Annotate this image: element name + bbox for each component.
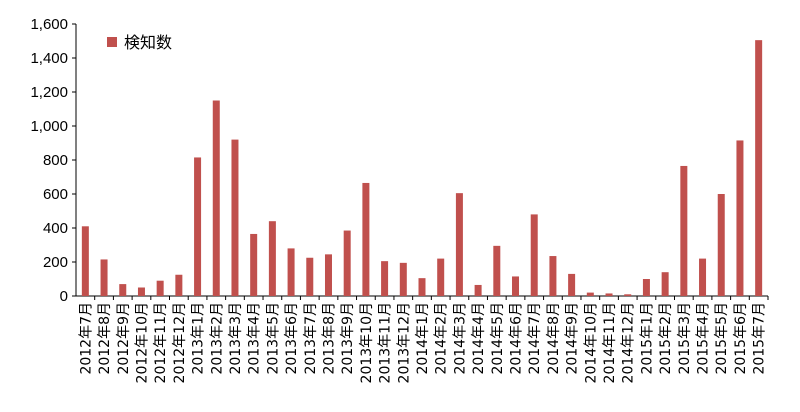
legend-label: 検知数	[124, 33, 172, 52]
bar	[381, 261, 389, 296]
bar	[156, 280, 164, 296]
x-tick-label: 2014年8月	[546, 302, 562, 375]
y-tick-label: 1,200	[30, 84, 68, 101]
y-tick-label: 0	[60, 288, 68, 305]
x-tick-label: 2012年8月	[97, 302, 113, 375]
x-tick-label: 2014年4月	[471, 302, 487, 375]
x-tick-label: 2012年12月	[172, 302, 188, 383]
x-tick-label: 2012年10月	[134, 302, 150, 383]
bar	[680, 165, 688, 296]
bar	[586, 292, 594, 296]
bar	[624, 294, 632, 296]
bar	[493, 245, 501, 296]
x-tick-label: 2013年5月	[265, 302, 281, 375]
bar	[642, 279, 650, 296]
x-tick-label: 2014年12月	[621, 302, 637, 383]
bar	[362, 182, 370, 296]
axes	[75, 24, 768, 297]
x-tick-label: 2013年2月	[209, 302, 225, 375]
bar	[81, 226, 89, 296]
x-tick-label: 2013年8月	[321, 302, 337, 375]
bar	[530, 214, 538, 296]
x-tick-label: 2013年10月	[359, 302, 375, 383]
legend-swatch	[107, 37, 117, 47]
x-tick-label: 2012年7月	[78, 302, 94, 375]
legend: 検知数	[107, 33, 172, 52]
x-tick-label: 2013年1月	[191, 302, 207, 375]
x-axis-labels: 2012年7月 2012年8月 2012年9月 2012年10月 2012年11月 201…	[78, 296, 769, 383]
bar	[306, 257, 314, 296]
bar	[231, 139, 239, 296]
bar	[137, 287, 145, 296]
x-tick-label: 2013年4月	[247, 302, 263, 375]
y-tick-label: 1,600	[30, 16, 68, 33]
bar	[455, 193, 463, 296]
x-tick-label: 2014年1月	[415, 302, 431, 375]
bar	[605, 293, 613, 296]
x-tick-label: 2014年3月	[452, 302, 468, 375]
bar	[100, 259, 108, 296]
x-tick-label: 2013年6月	[284, 302, 300, 375]
x-tick-label: 2014年5月	[490, 302, 506, 375]
bar	[699, 258, 707, 296]
x-tick-label: 2014年10月	[583, 302, 599, 383]
x-tick-label: 2014年6月	[509, 302, 525, 375]
bar	[736, 140, 744, 296]
bar	[250, 233, 258, 296]
x-tick-label: 2015年2月	[658, 302, 674, 375]
bar	[343, 230, 351, 296]
bar	[755, 40, 763, 297]
x-tick-label: 2013年11月	[378, 302, 394, 383]
y-axis-ticks: 0 200 400 600 800 1,000 1,200 1,400 1,600	[30, 16, 76, 305]
x-tick-label: 2014年7月	[527, 302, 543, 375]
bar	[661, 272, 669, 296]
bar	[212, 100, 220, 296]
bar	[119, 284, 127, 296]
y-tick-label: 600	[43, 186, 68, 203]
y-tick-label: 1,000	[30, 118, 68, 135]
bar	[268, 221, 276, 296]
bar	[287, 248, 295, 296]
x-tick-label: 2014年2月	[434, 302, 450, 375]
y-tick-label: 200	[43, 254, 68, 271]
bar	[437, 258, 445, 296]
x-tick-label: 2015年5月	[714, 302, 730, 375]
y-tick-label: 400	[43, 220, 68, 237]
bar	[512, 276, 520, 296]
x-tick-label: 2014年9月	[565, 302, 581, 375]
bar	[194, 157, 202, 296]
bar	[418, 278, 426, 296]
x-tick-label: 2015年4月	[696, 302, 712, 375]
bar	[324, 254, 332, 296]
x-tick-label: 2013年7月	[303, 302, 319, 375]
y-tick-label: 800	[43, 152, 68, 169]
x-tick-label: 2012年9月	[116, 302, 132, 375]
x-tick-label: 2015年1月	[639, 302, 655, 375]
x-tick-label: 2014年11月	[602, 302, 618, 383]
y-tick-label: 1,400	[30, 50, 68, 67]
x-tick-label: 2015年7月	[752, 302, 768, 375]
bar	[474, 284, 482, 296]
x-tick-label: 2013年9月	[340, 302, 356, 375]
x-tick-label: 2012年11月	[153, 302, 169, 383]
bars	[81, 40, 763, 297]
bar	[399, 262, 407, 296]
bar	[568, 273, 576, 296]
bar	[717, 194, 725, 296]
x-tick-label: 2013年12月	[396, 302, 412, 383]
bar	[549, 256, 557, 296]
x-tick-label: 2015年3月	[677, 302, 693, 375]
x-tick-label: 2013年3月	[228, 302, 244, 375]
bar	[175, 274, 183, 296]
x-tick-label: 2015年6月	[733, 302, 749, 375]
